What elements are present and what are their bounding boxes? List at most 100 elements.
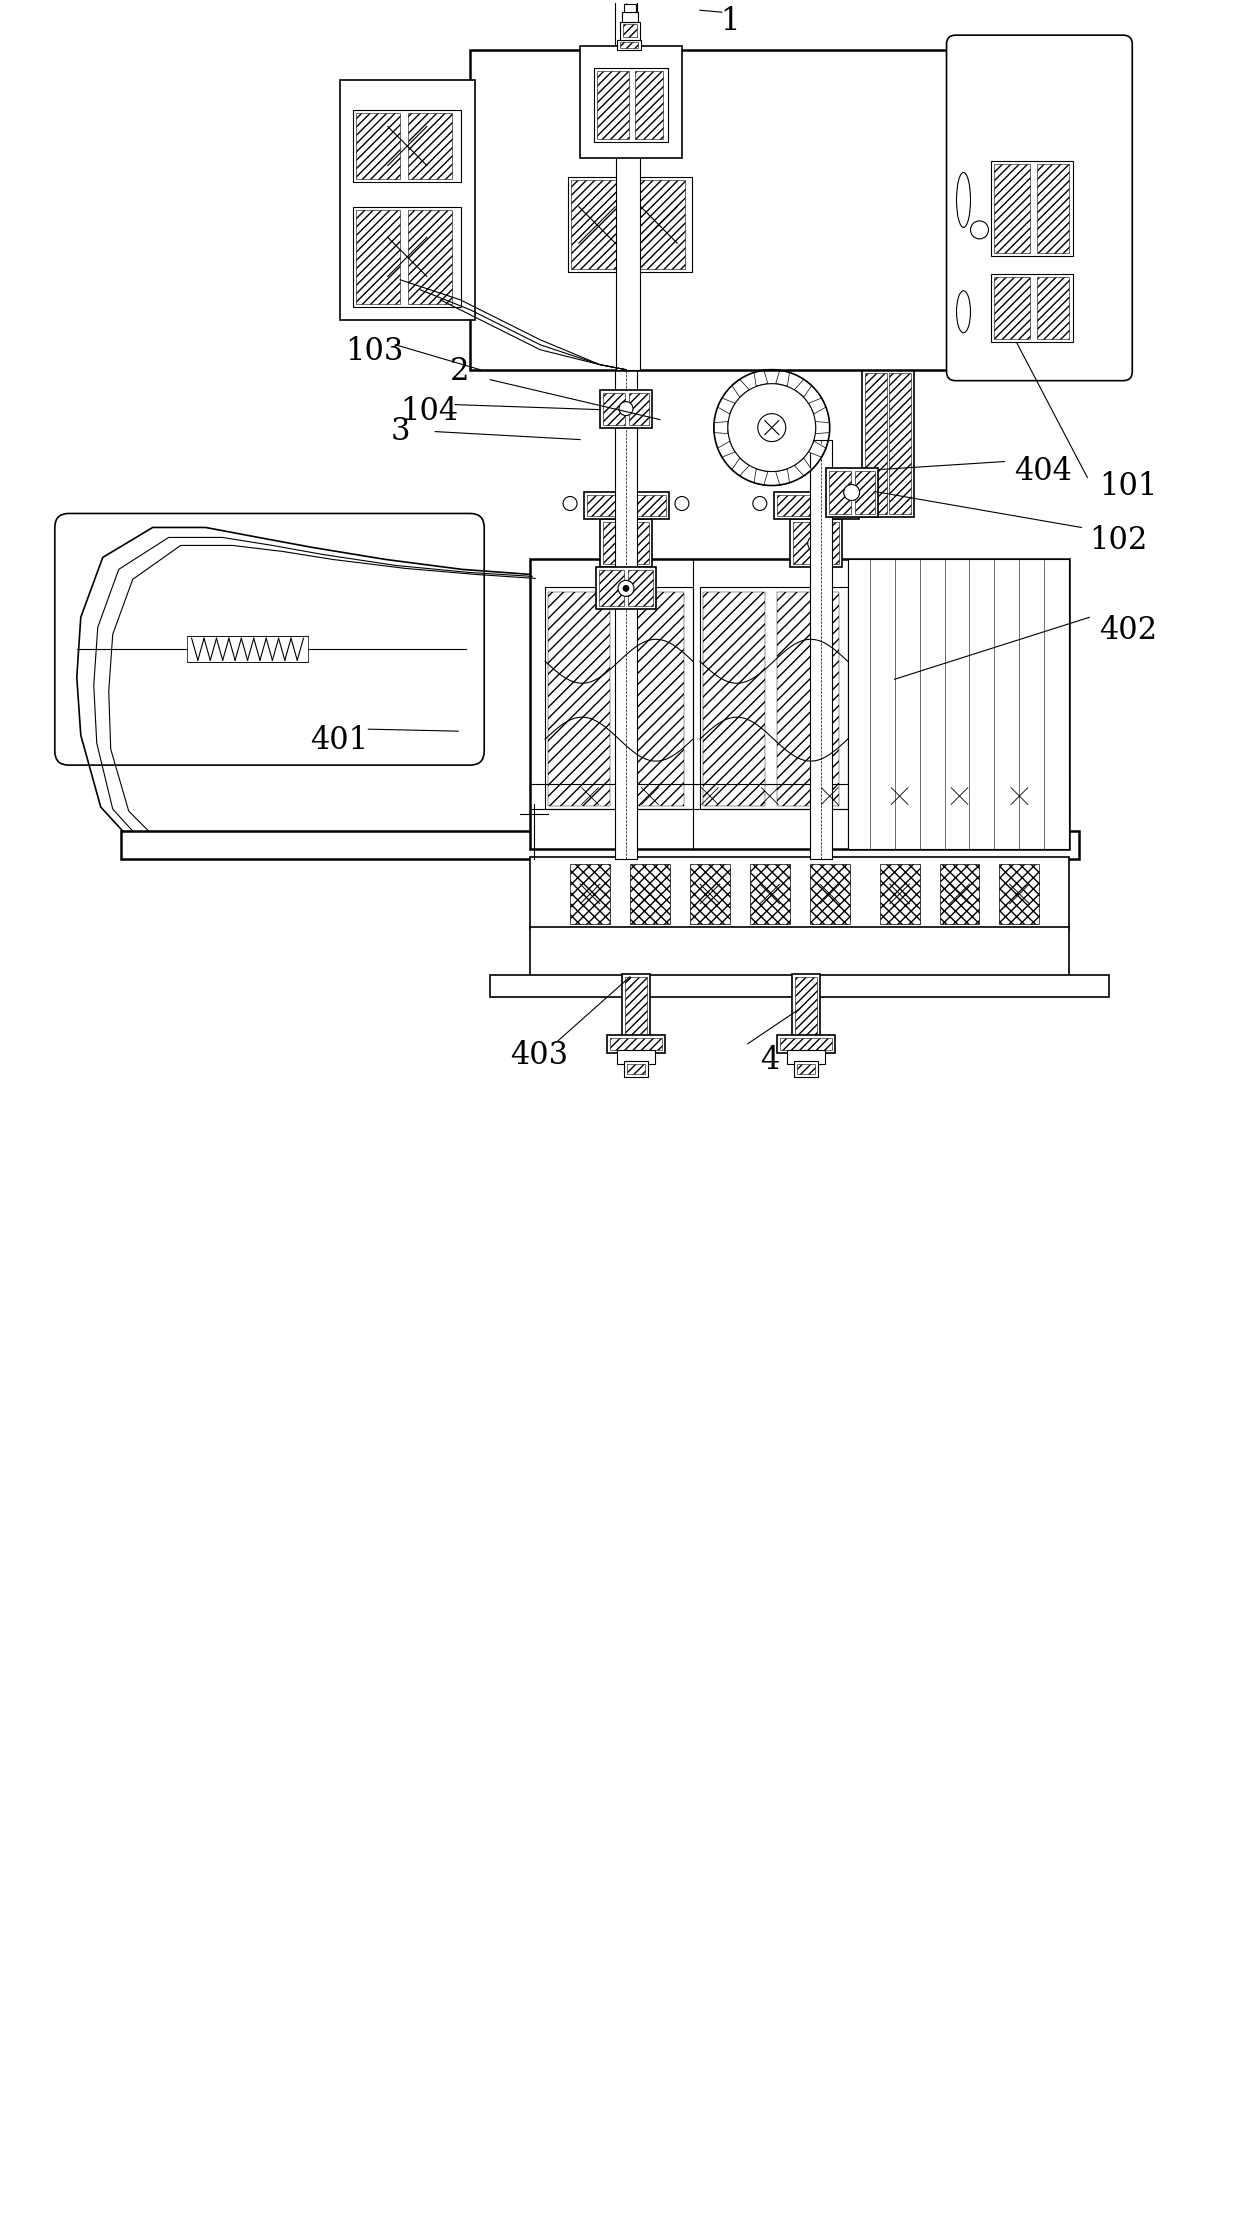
Bar [627,570,653,606]
Bar [603,523,625,564]
Bar [599,570,624,606]
Bar [994,163,1030,253]
Bar [187,635,309,662]
Bar [596,72,629,139]
Polygon shape [776,470,790,485]
Bar [792,523,815,564]
Bar [622,25,637,38]
Bar [635,72,663,139]
Circle shape [619,403,632,416]
Bar [820,494,856,517]
Bar [750,863,790,924]
Bar [797,1063,815,1074]
Text: 402: 402 [1100,615,1157,646]
Bar [780,1038,832,1049]
Bar [624,4,636,11]
FancyBboxPatch shape [55,515,484,765]
Bar [622,11,637,22]
Bar [625,978,647,1036]
Bar [608,1036,665,1054]
Bar [531,559,1069,850]
Bar [994,277,1030,338]
Ellipse shape [956,291,971,333]
Bar [618,1049,655,1063]
Bar [615,0,637,859]
Polygon shape [808,398,826,414]
Circle shape [563,497,577,510]
Bar [790,519,842,568]
Bar [594,67,668,141]
Circle shape [622,586,629,591]
Polygon shape [754,470,768,485]
Bar [341,81,475,320]
Bar [776,1036,835,1054]
Polygon shape [808,441,826,456]
Bar [572,179,622,268]
Circle shape [971,221,988,239]
Text: 104: 104 [401,396,459,427]
Bar [616,49,640,369]
Bar [828,470,851,515]
Bar [356,210,401,304]
Bar [703,593,765,805]
Bar [603,394,625,425]
Bar [879,863,920,924]
Circle shape [807,535,823,553]
Polygon shape [732,380,749,396]
Text: 103: 103 [346,336,404,367]
Bar [992,161,1074,255]
Polygon shape [754,369,768,387]
Text: 4: 4 [760,1045,779,1076]
Polygon shape [732,459,749,476]
Bar [630,863,670,924]
Bar [1038,163,1069,253]
Bar [470,49,990,369]
Bar [580,47,682,159]
Text: 101: 101 [1100,470,1158,501]
Circle shape [728,385,816,472]
Bar [1038,277,1069,338]
Text: 1: 1 [720,7,739,38]
Polygon shape [795,459,812,476]
Bar [408,210,453,304]
Bar [776,593,838,805]
Bar [774,492,858,519]
Bar [622,973,650,1038]
Circle shape [675,497,689,510]
Bar [600,519,652,568]
Text: 404: 404 [1014,456,1073,485]
Polygon shape [718,398,735,414]
Bar [596,568,656,608]
Circle shape [753,497,766,510]
Bar [699,588,848,810]
Bar [826,468,878,517]
Bar [999,863,1039,924]
Circle shape [843,485,859,501]
Bar [627,1063,645,1074]
Text: 3: 3 [391,416,410,447]
Bar [568,177,692,273]
Circle shape [618,535,634,553]
Bar [629,523,649,564]
Bar [810,441,832,859]
FancyBboxPatch shape [946,36,1132,380]
Bar [889,374,910,515]
Bar [624,1060,649,1076]
Bar [584,492,668,519]
Bar [792,973,820,1038]
Bar [356,114,401,179]
Bar [353,110,461,181]
Polygon shape [776,369,790,387]
Bar [618,40,641,49]
Bar [810,863,849,924]
Bar [689,863,730,924]
Bar [848,559,1069,850]
Text: 401: 401 [310,725,368,756]
Bar [630,494,666,517]
Bar [408,114,453,179]
Polygon shape [718,441,735,456]
Bar [490,975,1110,998]
Bar [776,494,812,517]
Bar [587,494,622,517]
Bar [548,593,610,805]
